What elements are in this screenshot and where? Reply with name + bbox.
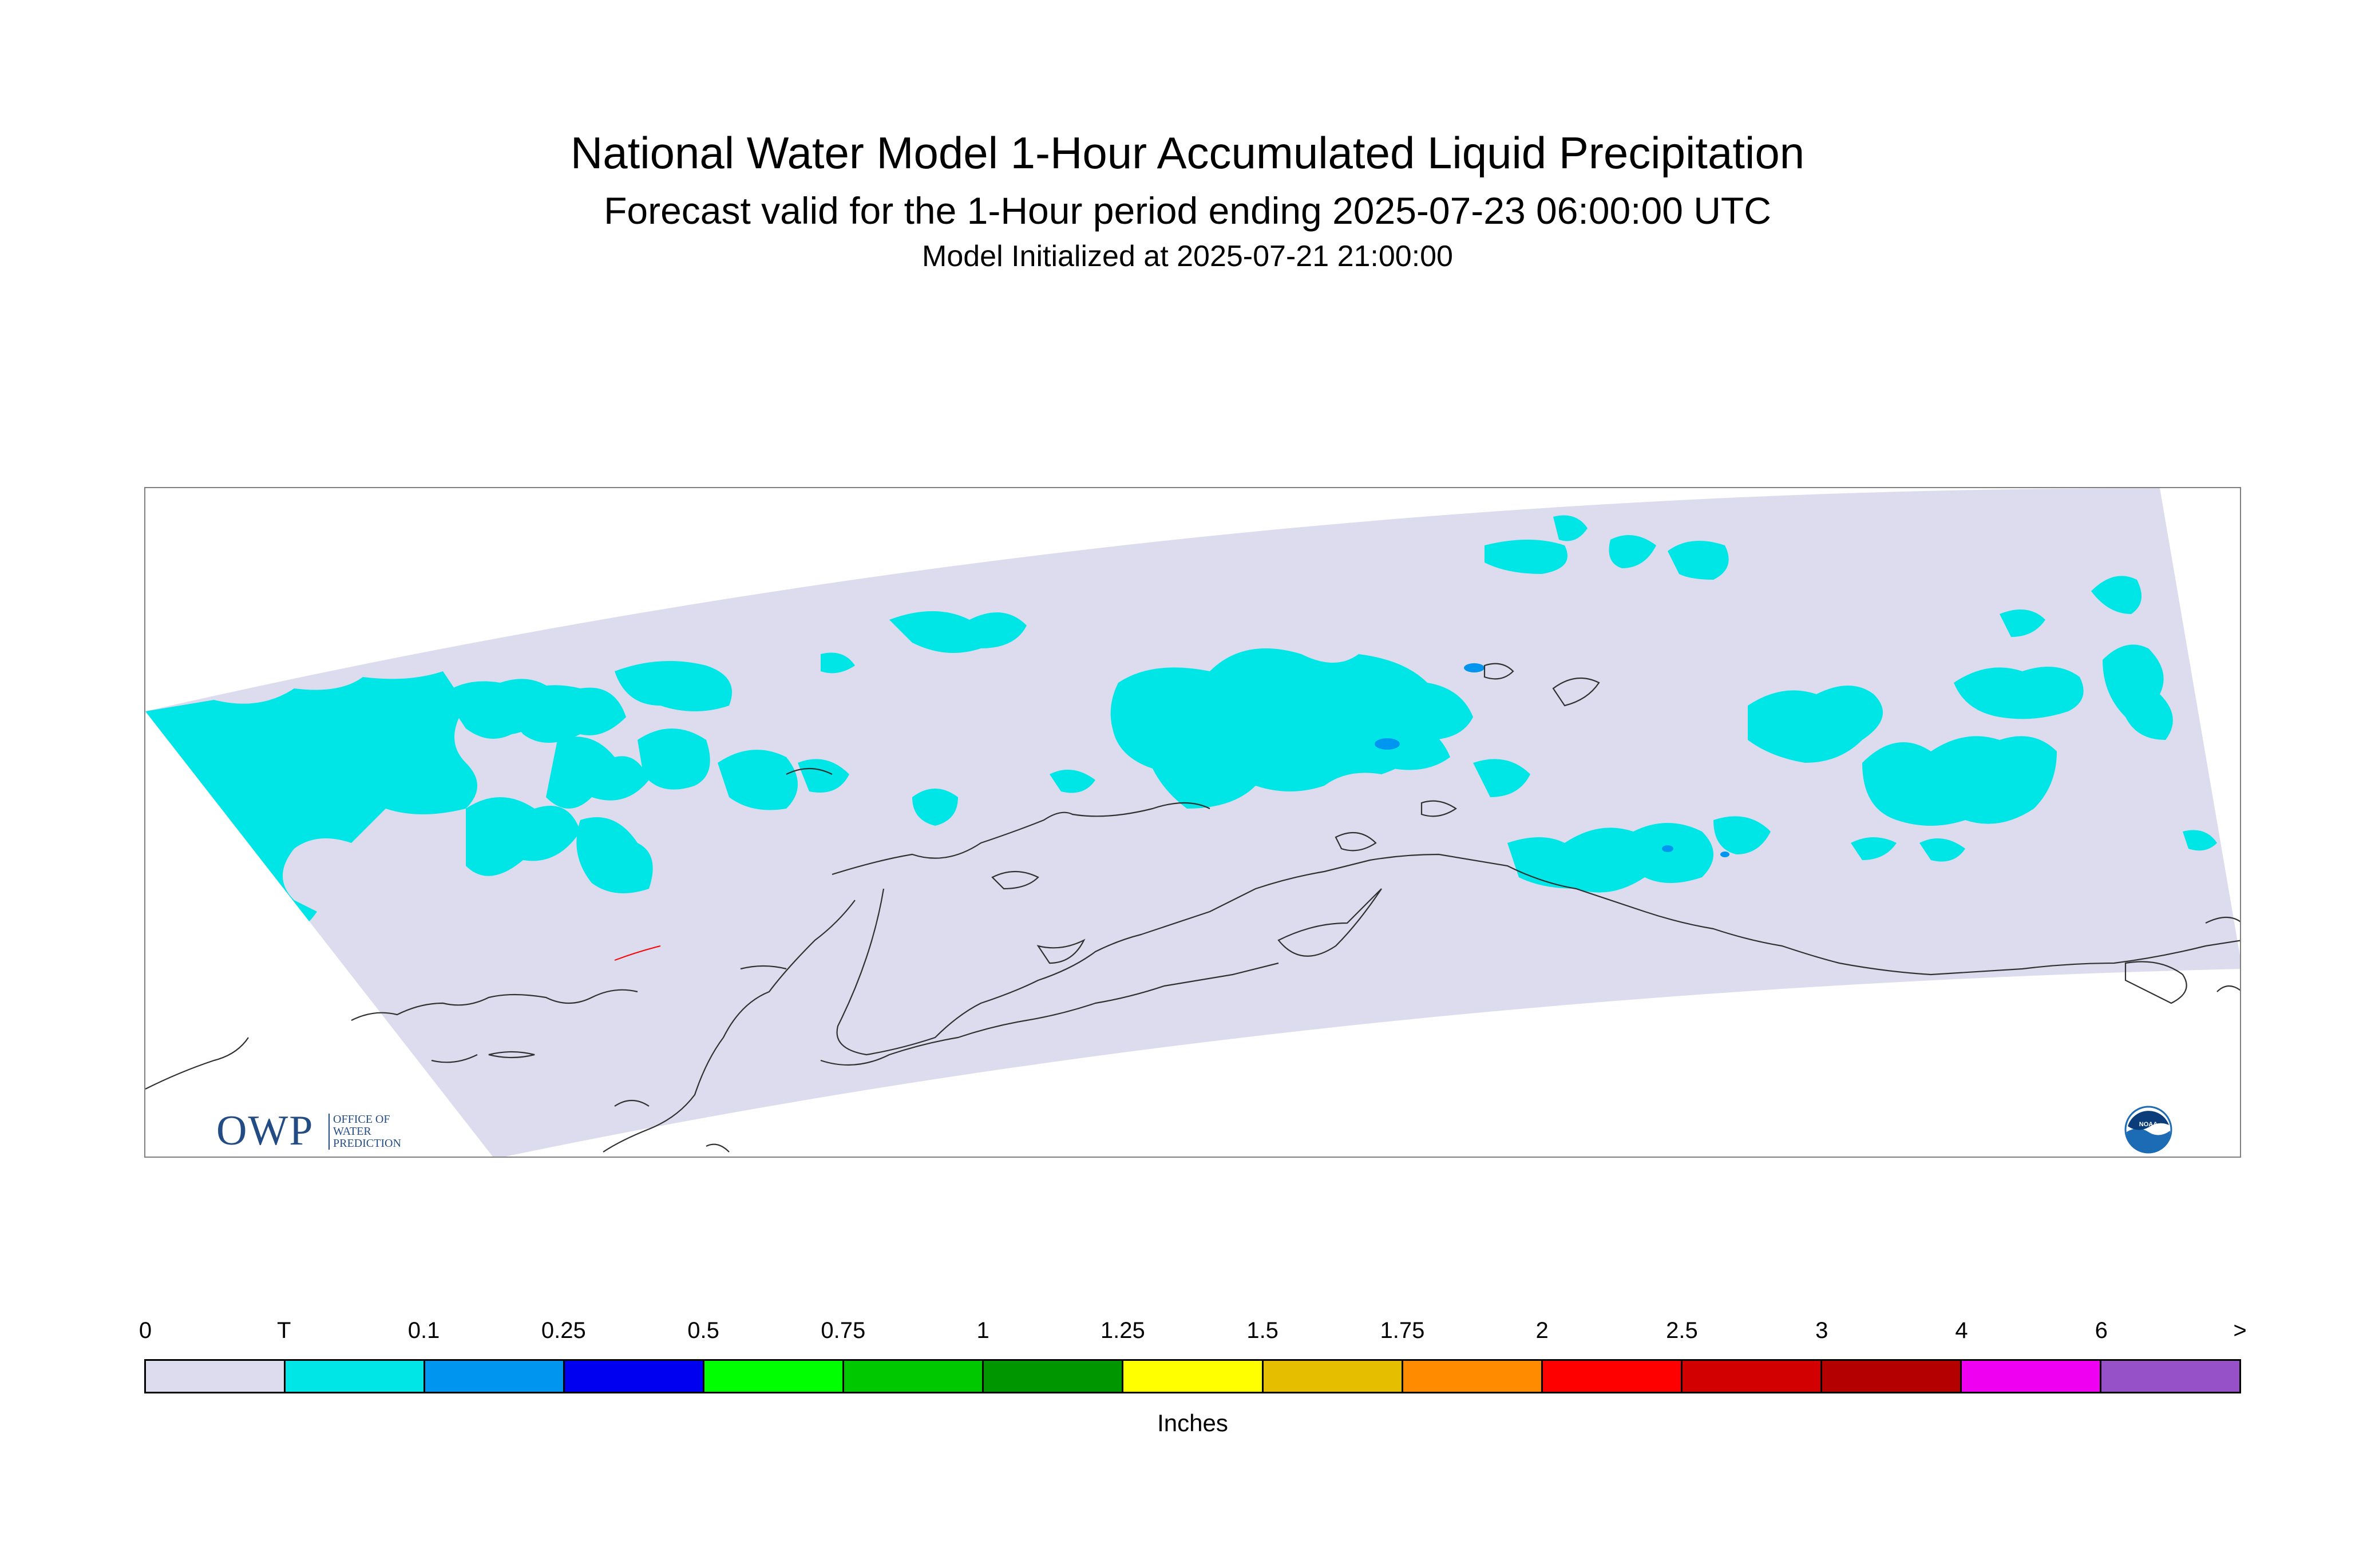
legend-swatch-10 xyxy=(1542,1361,1683,1392)
legend-swatch-4 xyxy=(704,1361,845,1392)
legend-tick-label: 1 xyxy=(976,1318,989,1343)
owp-subtext: OFFICE OF WATER PREDICTION xyxy=(328,1114,401,1150)
legend-tick-label: 1.5 xyxy=(1246,1318,1278,1343)
precipitation-legend: 0 T 0.1 0.25 0.5 0.75 1 1.25 1.5 1.75 2 2.5 3 4 6 > Inc… xyxy=(139,1318,2247,1467)
legend-swatch-0 xyxy=(146,1361,286,1392)
map-title: National Water Model 1-Hour Accumulated … xyxy=(570,128,1805,178)
legend-tick-label: 1.75 xyxy=(1380,1318,1425,1343)
legend-tick-label: 3 xyxy=(1815,1318,1828,1343)
legend-swatch-2 xyxy=(425,1361,565,1392)
legend-swatch-1 xyxy=(286,1361,426,1392)
precipitation-light-areas xyxy=(1375,663,1729,857)
legend-tick-label: 0.1 xyxy=(407,1318,440,1343)
legend-swatch-5 xyxy=(844,1361,984,1392)
owp-line-2: WATER xyxy=(333,1125,371,1138)
legend-tick-label: 0 xyxy=(138,1318,152,1343)
legend-swatch-8 xyxy=(1263,1361,1403,1392)
legend-swatch-9 xyxy=(1403,1361,1543,1392)
owp-line-1: OFFICE OF xyxy=(333,1113,390,1126)
precipitation-map xyxy=(145,488,2240,1157)
legend-tick-label: 0.75 xyxy=(821,1318,866,1343)
legend-swatch-14 xyxy=(2101,1361,2239,1392)
owp-line-3: PREDICTION xyxy=(333,1137,401,1150)
legend-tick-label: 0.5 xyxy=(687,1318,719,1343)
red-contour-mark xyxy=(614,945,661,961)
forecast-valid-subtitle: Forecast valid for the 1-Hour period end… xyxy=(604,189,1771,232)
legend-tick-label: 6 xyxy=(2095,1318,2108,1343)
legend-swatch-3 xyxy=(565,1361,705,1392)
model-initialized-text: Model Initialized at 2025-07-21 21:00:00 xyxy=(922,240,1453,273)
precipitation-trace-areas xyxy=(145,515,2217,932)
legend-tick-label: 2 xyxy=(1535,1318,1549,1343)
legend-swatch-7 xyxy=(1123,1361,1264,1392)
legend-swatch-11 xyxy=(1682,1361,1822,1392)
legend-tick-label: 0.25 xyxy=(541,1318,586,1343)
legend-tick-label: 2.5 xyxy=(1666,1318,1698,1343)
legend-units: Inches xyxy=(1157,1409,1228,1436)
legend-tick-label: T xyxy=(277,1318,291,1343)
owp-letters: OWP xyxy=(216,1107,314,1154)
model-domain-area xyxy=(145,488,2240,1157)
legend-swatch-13 xyxy=(1961,1361,2101,1392)
legend-swatch-12 xyxy=(1822,1361,1962,1392)
legend-color-bar xyxy=(144,1359,2241,1393)
legend-tick-label: > xyxy=(2233,1318,2247,1343)
legend-swatch-6 xyxy=(984,1361,1124,1392)
noaa-logo-text: NOAA xyxy=(2139,1121,2158,1128)
owp-logo: OWP OFFICE OF WATER PREDICTION xyxy=(216,1109,434,1153)
legend-tick-label: 1.25 xyxy=(1100,1318,1145,1343)
noaa-logo: NOAA xyxy=(2124,1106,2172,1154)
alaska-coastline xyxy=(145,663,2240,1153)
map-panel xyxy=(144,487,2241,1158)
legend-tick-label: 4 xyxy=(1955,1318,1968,1343)
